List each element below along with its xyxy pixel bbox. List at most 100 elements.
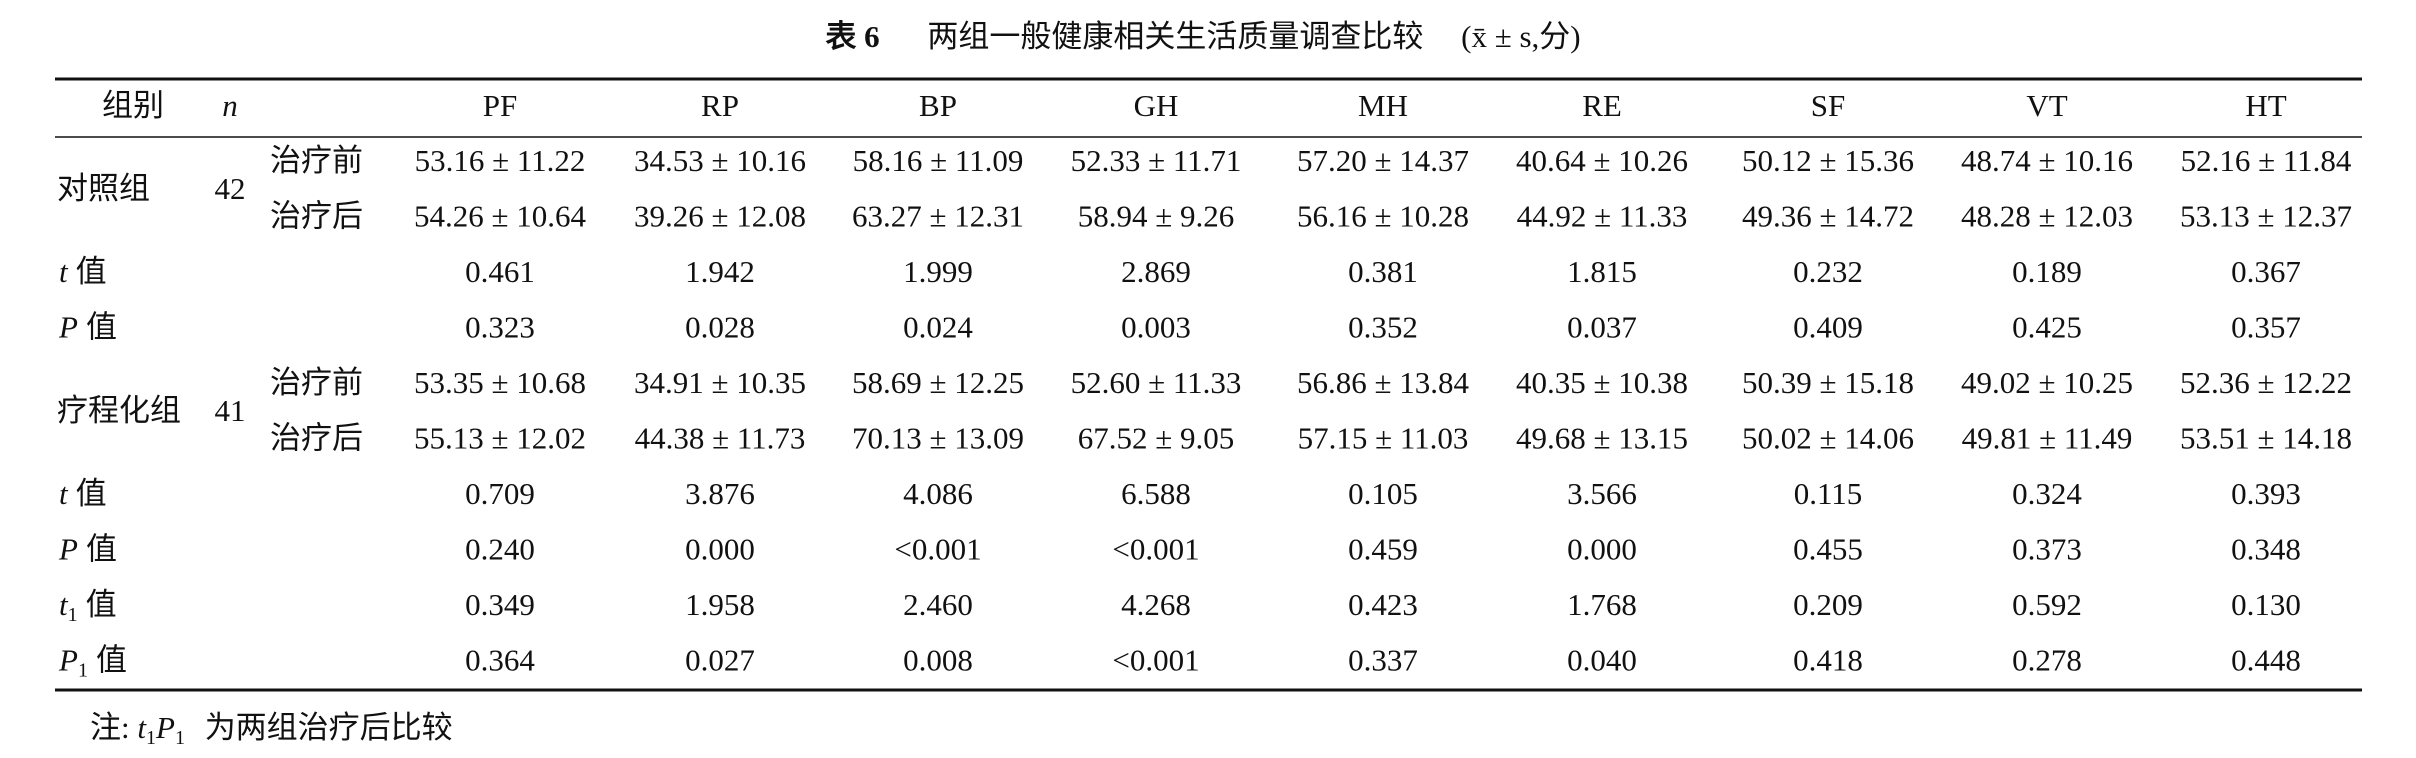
column-header: VT: [2026, 88, 2067, 123]
cell-value: 57.20 ± 14.37: [1297, 143, 1469, 178]
cell-value: 0.040: [1567, 643, 1637, 678]
title-number: 表 6: [825, 19, 879, 54]
cell-value: 0.232: [1793, 254, 1863, 289]
cell-value: 40.35 ± 10.38: [1516, 365, 1688, 400]
cell-value: 34.91 ± 10.35: [634, 365, 806, 400]
cell-value: 0.459: [1348, 532, 1418, 567]
table-title: 表 6 两组一般健康相关生活质量调查比较 (x̄ ± s,分): [825, 19, 1580, 54]
cell-value: 39.26 ± 12.08: [634, 199, 806, 234]
cell-value: 0.189: [2012, 254, 2082, 289]
cell-value: 52.36 ± 12.22: [2180, 365, 2352, 400]
cell-value: 1.815: [1567, 254, 1637, 289]
cell-value: 0.364: [465, 643, 535, 678]
column-header: HT: [2245, 88, 2286, 123]
cell-value: 48.74 ± 10.16: [1961, 143, 2133, 178]
cell-value: 2.460: [903, 587, 973, 622]
cell-value: <0.001: [1112, 532, 1199, 567]
cell-value: 0.409: [1793, 310, 1863, 345]
stat-text: 值: [96, 643, 127, 678]
cell-value: 53.51 ± 14.18: [2180, 421, 2352, 456]
note: 注: t1P1 为两组治疗后比较: [90, 710, 453, 753]
row-label: 治疗前: [270, 143, 363, 178]
note-p-sub: 1: [175, 727, 185, 749]
cell-value: 0.348: [2231, 532, 2301, 567]
cell-value: 63.27 ± 12.31: [852, 199, 1024, 234]
cell-value: 2.869: [1121, 254, 1191, 289]
cell-value: 53.13 ± 12.37: [2180, 199, 2352, 234]
stat-label: t1 值: [59, 587, 117, 625]
cell-value: <0.001: [894, 532, 981, 567]
header-group: 组别: [102, 88, 164, 123]
group-name: 对照组: [57, 171, 150, 206]
header-n: n: [222, 88, 238, 123]
stat-symbol: t: [59, 587, 69, 622]
stat-symbol: t: [59, 476, 69, 511]
group-n: 41: [215, 393, 246, 428]
cell-value: 57.15 ± 11.03: [1298, 421, 1469, 456]
cell-value: 0.709: [465, 476, 535, 511]
stat-symbol: t: [59, 254, 69, 289]
cell-value: 0.357: [2231, 310, 2301, 345]
stat-text: 值: [76, 476, 107, 511]
cell-value: 0.105: [1348, 476, 1418, 511]
cell-value: 0.027: [685, 643, 755, 678]
stat-symbol: P: [58, 310, 78, 345]
stat-symbol: P: [58, 643, 78, 678]
group-n: 42: [215, 171, 246, 206]
cell-value: 0.115: [1794, 476, 1863, 511]
cell-value: 49.36 ± 14.72: [1742, 199, 1914, 234]
stat-text: 值: [86, 532, 117, 567]
cell-value: 49.81 ± 11.49: [1962, 421, 2133, 456]
cell-value: 0.130: [2231, 587, 2301, 622]
cell-value: 1.942: [685, 254, 755, 289]
cell-value: 50.02 ± 14.06: [1742, 421, 1914, 456]
cell-value: 58.69 ± 12.25: [852, 365, 1024, 400]
cell-value: 0.209: [1793, 587, 1863, 622]
cell-value: 0.367: [2231, 254, 2301, 289]
cell-value: 1.999: [903, 254, 973, 289]
cell-value: 0.425: [2012, 310, 2082, 345]
cell-value: 4.268: [1121, 587, 1191, 622]
row-label: 治疗后: [270, 199, 363, 234]
row-label: 治疗后: [270, 421, 363, 456]
cell-value: 0.418: [1793, 643, 1863, 678]
note-p: P: [155, 710, 175, 745]
stat-symbol: P: [58, 532, 78, 567]
cell-value: 50.12 ± 15.36: [1742, 143, 1914, 178]
cell-value: 44.38 ± 11.73: [635, 421, 806, 456]
cell-value: 54.26 ± 10.64: [414, 199, 587, 234]
cell-value: 52.60 ± 11.33: [1071, 365, 1242, 400]
cell-value: 0.000: [685, 532, 755, 567]
cell-value: 0.003: [1121, 310, 1191, 345]
cell-value: 34.53 ± 10.16: [634, 143, 806, 178]
stat-subscript: 1: [78, 659, 88, 681]
cell-value: 0.455: [1793, 532, 1863, 567]
cell-value: 44.92 ± 11.33: [1517, 199, 1688, 234]
cell-value: 3.876: [685, 476, 755, 511]
note-t: t: [137, 710, 147, 745]
column-header: BP: [919, 88, 957, 123]
cell-value: 0.037: [1567, 310, 1637, 345]
cell-value: 67.52 ± 9.05: [1078, 421, 1235, 456]
stat-text: 值: [76, 254, 107, 289]
cell-value: 0.324: [2012, 476, 2082, 511]
group-name: 疗程化组: [57, 393, 181, 428]
cell-value: <0.001: [1112, 643, 1199, 678]
cell-value: 0.278: [2012, 643, 2082, 678]
cell-value: 0.381: [1348, 254, 1418, 289]
cell-value: 49.68 ± 13.15: [1516, 421, 1688, 456]
title-text: 两组一般健康相关生活质量调查比较: [927, 19, 1423, 54]
cell-value: 55.13 ± 12.02: [414, 421, 586, 456]
title-unit: (x̄ ± s,分): [1461, 19, 1580, 54]
cell-value: 0.240: [465, 532, 535, 567]
cell-value: 0.352: [1348, 310, 1418, 345]
cell-value: 56.86 ± 13.84: [1297, 365, 1470, 400]
cell-value: 0.028: [685, 310, 755, 345]
cell-value: 50.39 ± 15.18: [1742, 365, 1914, 400]
cell-value: 70.13 ± 13.09: [852, 421, 1024, 456]
cell-value: 4.086: [903, 476, 973, 511]
cell-value: 0.461: [465, 254, 535, 289]
